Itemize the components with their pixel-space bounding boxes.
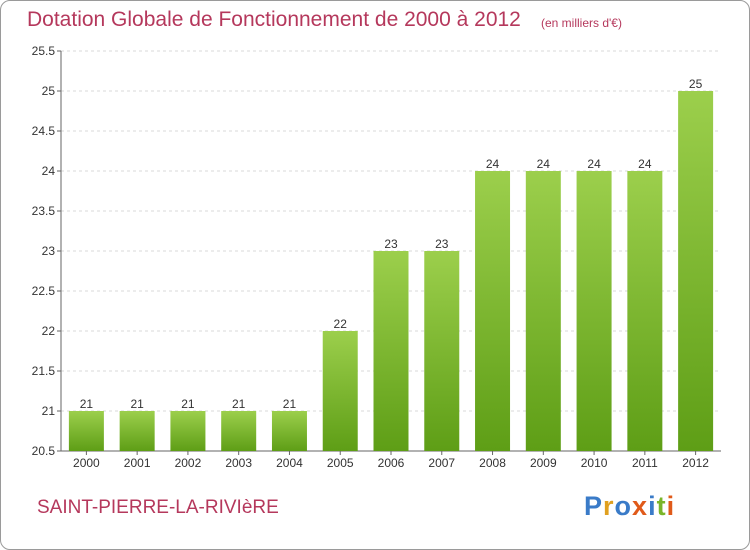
bars <box>68 91 714 451</box>
bar-2009 <box>525 171 561 451</box>
bar-value-label: 21 <box>80 397 94 411</box>
logo-letter: P <box>584 491 604 521</box>
y-tick-label: 22 <box>42 324 56 338</box>
bar-2004 <box>271 411 307 451</box>
logo-letter: x <box>632 491 649 521</box>
bar-value-label: 23 <box>435 237 449 251</box>
x-tick-label: 2005 <box>327 456 354 470</box>
bar-value-label: 21 <box>181 397 195 411</box>
commune-name: SAINT-PIERRE-LA-RIVIèRE <box>37 497 279 518</box>
bar-2002 <box>170 411 206 451</box>
bar-2006 <box>373 251 409 451</box>
bar-2012 <box>678 91 714 451</box>
bar-2000 <box>68 411 104 451</box>
bar-value-label: 24 <box>486 157 500 171</box>
y-tick-label: 21.5 <box>32 364 56 378</box>
chart-subtitle: (en milliers d'€) <box>541 16 622 30</box>
bar-value-label: 25 <box>689 77 703 91</box>
x-tick-label: 2003 <box>225 456 252 470</box>
y-tick-label: 24 <box>42 164 56 178</box>
bar-2001 <box>119 411 155 451</box>
bar-value-label: 21 <box>283 397 297 411</box>
bar-2010 <box>576 171 612 451</box>
bar-2003 <box>221 411 257 451</box>
bar-value-label: 21 <box>232 397 246 411</box>
y-tick-label: 23.5 <box>32 204 56 218</box>
bar-value-label: 22 <box>334 317 348 331</box>
logo-letter: i <box>666 491 676 521</box>
x-tick-label: 2010 <box>581 456 608 470</box>
x-tick-label: 2001 <box>124 456 151 470</box>
x-tick-label: 2004 <box>276 456 303 470</box>
logo-letter: t <box>656 491 667 521</box>
bar-value-label: 24 <box>537 157 551 171</box>
bar-2005 <box>322 331 358 451</box>
bar-value-label: 21 <box>130 397 144 411</box>
bar-value-label: 23 <box>384 237 398 251</box>
bar-2011 <box>627 171 663 451</box>
logo-letter: o <box>614 491 633 521</box>
x-tick-label: 2011 <box>632 456 658 470</box>
bar-value-label: 24 <box>638 157 652 171</box>
x-tick-label: 2007 <box>428 456 455 470</box>
y-tick-label: 25.5 <box>32 44 56 58</box>
logo-letter: r <box>603 491 615 521</box>
labels: 21 2000 21 2001 21 2002 21 2003 21 2004 22 2005 23 20… <box>73 77 709 470</box>
x-tick-label: 2008 <box>479 456 506 470</box>
bar-2008 <box>475 171 511 451</box>
x-tick-label: 2002 <box>175 456 202 470</box>
logo-letter: i <box>648 491 657 521</box>
x-tick-label: 2012 <box>682 456 709 470</box>
y-tick-label: 24.5 <box>32 124 56 138</box>
x-tick-label: 2006 <box>378 456 405 470</box>
y-tick-label: 21 <box>42 404 56 418</box>
x-tick-label: 2009 <box>530 456 557 470</box>
y-tick-label: 22.5 <box>32 284 56 298</box>
y-tick-label: 25 <box>42 84 56 98</box>
bar-2007 <box>424 251 460 451</box>
bar-value-label: 24 <box>587 157 601 171</box>
chart-title: Dotation Globale de Fonctionnement de 20… <box>27 8 521 31</box>
proxiti-logo[interactable]: Proxiti <box>584 491 675 522</box>
y-tick-label: 23 <box>42 244 56 258</box>
x-tick-label: 2000 <box>73 456 100 470</box>
y-tick-label: 20.5 <box>32 444 56 458</box>
